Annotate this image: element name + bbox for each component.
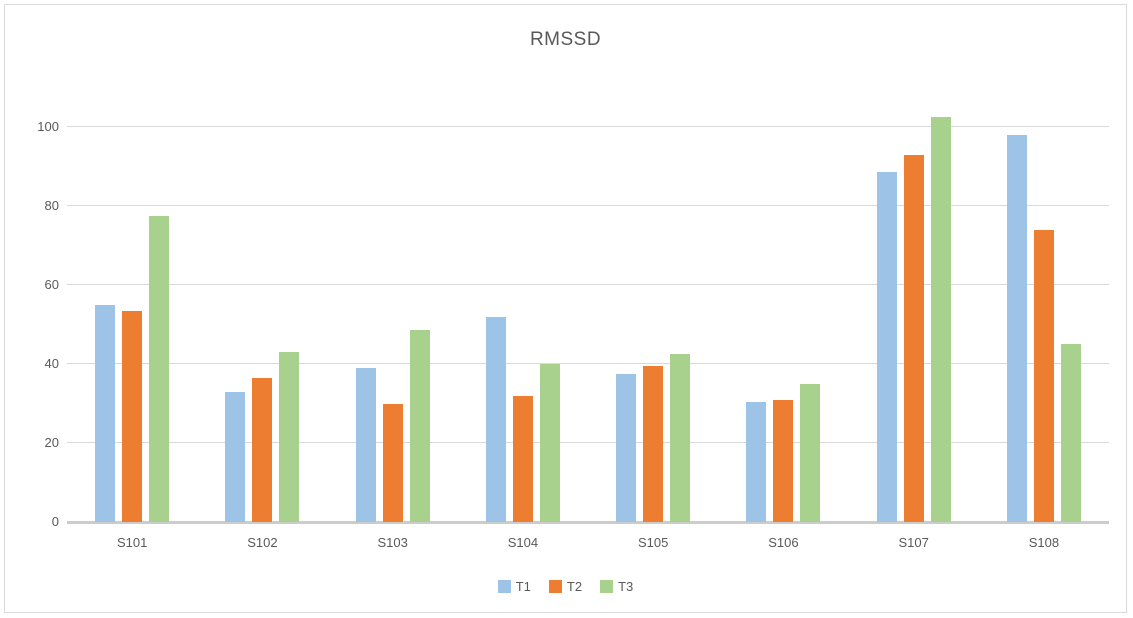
legend-item-T3: T3: [600, 579, 633, 594]
legend-swatch-T1: [497, 580, 511, 593]
y-tick-label-80: 80: [44, 198, 59, 213]
bar-S106-T2: [773, 399, 794, 522]
gridline-60: [67, 284, 1109, 285]
legend-item-T1: T1: [497, 579, 531, 594]
bar-S101-T1: [95, 304, 116, 522]
bar-S104-T1: [485, 316, 506, 522]
y-tick-label-0: 0: [51, 514, 59, 529]
bar-S102-T1: [225, 391, 246, 522]
y-tick-label-60: 60: [44, 277, 59, 292]
bar-S102-T2: [252, 377, 273, 522]
bar-S104-T2: [512, 395, 533, 522]
x-category-label-S102: S102: [247, 535, 278, 550]
gridline-80: [67, 205, 1109, 206]
x-category-label-S103: S103: [377, 535, 408, 550]
legend-swatch-T3: [600, 580, 614, 593]
legend-item-T2: T2: [548, 579, 583, 594]
chart-frame: RMSSD 0 20 40 60 80 100 S101 S102 S103 S104 S105 S…: [4, 4, 1127, 613]
bar-S101-T2: [122, 310, 143, 522]
y-tick-label-40: 40: [44, 356, 59, 371]
y-tick-label-100: 100: [37, 119, 59, 134]
x-category-label-S105: S105: [637, 535, 669, 550]
x-category-label-S107: S107: [898, 535, 929, 550]
bar-S103-T2: [382, 403, 403, 522]
bar-S102-T3: [279, 352, 300, 522]
bar-S108-T3: [1060, 344, 1081, 522]
bar-S103-T1: [355, 367, 376, 522]
y-tick-label-20: 20: [44, 435, 59, 450]
bar-S103-T3: [409, 330, 430, 522]
bar-S101-T3: [149, 215, 170, 522]
x-axis-line: [67, 521, 1109, 524]
bar-S108-T2: [1033, 229, 1054, 522]
legend-label-T2: T2: [566, 579, 583, 594]
legend: T1 T2 T3: [5, 579, 1126, 594]
bar-S106-T1: [746, 401, 767, 522]
bar-S105-T3: [670, 354, 691, 522]
chart-title: RMSSD: [529, 29, 602, 50]
bar-S107-T3: [930, 117, 951, 522]
bar-S105-T1: [616, 373, 637, 522]
plot-area: [67, 117, 1109, 524]
bar-S107-T2: [903, 154, 924, 522]
gridline-100: [67, 126, 1109, 127]
x-category-label-S101: S101: [116, 535, 148, 550]
x-category-label-S104: S104: [507, 535, 539, 550]
bar-S108-T1: [1006, 134, 1027, 522]
gridline-40: [67, 363, 1109, 364]
x-category-label-S108: S108: [1028, 535, 1060, 550]
bar-S105-T2: [643, 365, 664, 522]
legend-label-T3: T3: [618, 579, 634, 594]
bar-S104-T3: [539, 364, 560, 522]
legend-swatch-T2: [548, 580, 562, 593]
bar-S107-T1: [876, 172, 897, 522]
legend-label-T1: T1: [515, 579, 531, 594]
gridline-20: [67, 442, 1109, 443]
bar-S106-T3: [800, 383, 821, 522]
x-category-label-S106: S106: [768, 535, 799, 550]
